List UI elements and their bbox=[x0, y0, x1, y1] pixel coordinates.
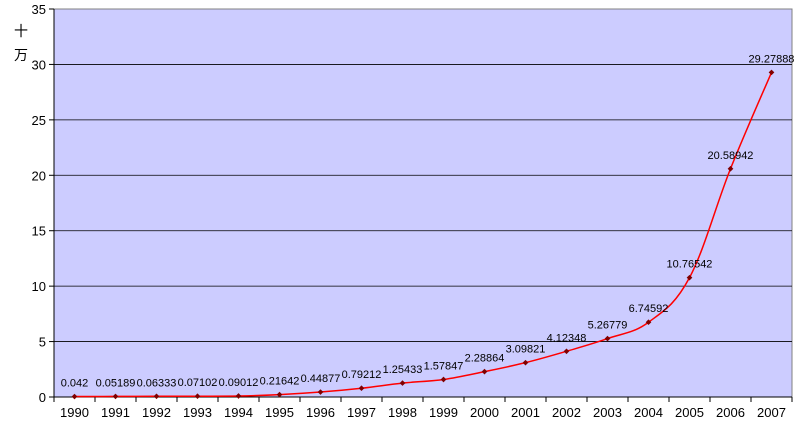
x-tick-label: 1990 bbox=[60, 405, 89, 420]
x-tick-label: 1993 bbox=[183, 405, 212, 420]
y-axis-label-top: 十 bbox=[14, 24, 28, 40]
data-label: 0.09012 bbox=[219, 377, 259, 389]
data-label: 0.07102 bbox=[178, 377, 218, 389]
gridlines bbox=[54, 64, 792, 342]
x-tick-label: 2003 bbox=[593, 405, 622, 420]
y-tick-label: 5 bbox=[39, 335, 46, 350]
data-label: 4.12348 bbox=[547, 332, 587, 344]
y-axis-label-bottom: 万 bbox=[14, 48, 28, 64]
data-label: 5.26779 bbox=[588, 320, 628, 332]
y-tick-label: 25 bbox=[32, 113, 46, 128]
data-point-marker bbox=[358, 385, 365, 392]
y-tick-label: 10 bbox=[32, 279, 46, 294]
data-point-marker bbox=[768, 69, 775, 76]
data-label: 20.58942 bbox=[708, 150, 754, 162]
plot-area bbox=[53, 8, 793, 398]
data-point-marker bbox=[604, 335, 611, 342]
x-tick-label: 2005 bbox=[675, 405, 704, 420]
data-label: 6.74592 bbox=[629, 303, 669, 315]
data-label: 0.042 bbox=[61, 378, 89, 390]
x-tick-label: 1995 bbox=[265, 405, 294, 420]
data-point-marker bbox=[194, 393, 201, 400]
x-tick-label: 2007 bbox=[757, 405, 786, 420]
data-point-marker bbox=[71, 393, 78, 400]
data-point-marker bbox=[112, 393, 119, 400]
axes: 0 5 10 15 20 25 30 35 1990 1991 1992 1993 1994 1995 19… bbox=[32, 2, 793, 420]
data-label: 29.27888 bbox=[749, 53, 795, 65]
y-tick-label: 20 bbox=[32, 168, 46, 183]
data-point-marker bbox=[153, 393, 160, 400]
data-point-marker bbox=[563, 348, 570, 355]
x-tick-label: 1992 bbox=[142, 405, 171, 420]
data-point-marker bbox=[522, 359, 529, 366]
data-label: 0.06333 bbox=[137, 377, 177, 389]
data-label: 10.76542 bbox=[667, 259, 713, 271]
y-tick-label: 30 bbox=[32, 57, 46, 72]
data-label: 0.21642 bbox=[260, 376, 300, 388]
x-tick-label: 2006 bbox=[716, 405, 745, 420]
data-label: 0.44877 bbox=[301, 373, 341, 385]
x-tick-label: 2002 bbox=[552, 405, 581, 420]
x-tick-label: 1996 bbox=[306, 405, 335, 420]
x-tick-label: 1999 bbox=[429, 405, 458, 420]
data-point-marker bbox=[317, 389, 324, 395]
data-point-marker bbox=[440, 376, 447, 383]
series-layer bbox=[71, 69, 775, 400]
y-tick-label: 15 bbox=[32, 224, 46, 239]
x-tick-label: 2000 bbox=[470, 405, 499, 420]
data-label: 2.28864 bbox=[465, 353, 505, 365]
data-point-marker bbox=[399, 380, 406, 386]
data-point-marker bbox=[686, 274, 693, 281]
data-label: 0.05189 bbox=[96, 377, 136, 389]
y-tick-label: 0 bbox=[39, 390, 46, 405]
data-label: 1.57847 bbox=[424, 361, 464, 373]
y-tick-label: 35 bbox=[32, 2, 46, 17]
data-point-marker bbox=[645, 319, 652, 326]
data-point-marker bbox=[727, 165, 734, 172]
x-tick-label: 1998 bbox=[388, 405, 417, 420]
x-tick-label: 2004 bbox=[634, 405, 663, 420]
x-tick-label: 1994 bbox=[224, 405, 253, 420]
x-tick-label: 2001 bbox=[511, 405, 540, 420]
x-tick-label: 1991 bbox=[101, 405, 130, 420]
data-point-marker bbox=[276, 391, 283, 398]
data-point-marker bbox=[481, 368, 488, 375]
data-point-marker bbox=[235, 393, 242, 399]
x-tick-label: 1997 bbox=[347, 405, 376, 420]
data-label: 3.09821 bbox=[506, 344, 546, 356]
data-label: 1.25433 bbox=[383, 364, 423, 376]
data-label: 0.79212 bbox=[342, 369, 382, 381]
data-labels: 0.042 0.05189 0.06333 0.07102 0.09012 0.21642… bbox=[61, 53, 795, 389]
